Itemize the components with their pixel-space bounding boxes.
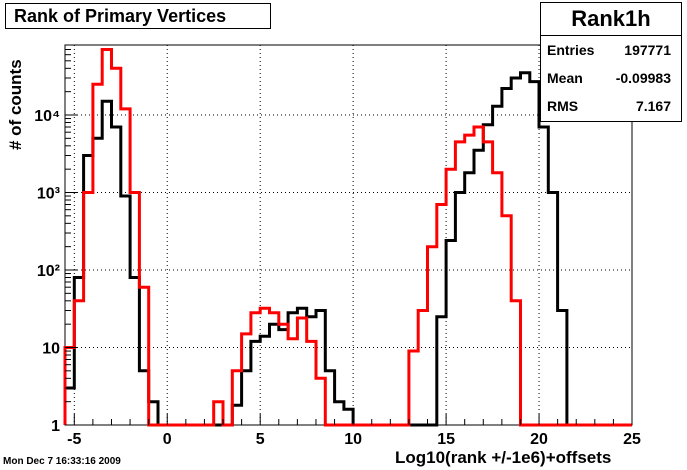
y-tick-labels: 1 10 10² 10³ 10⁴ [34, 108, 60, 435]
stats-box: Rank1h Entries 197771 Mean -0.09983 RMS … [540, 2, 682, 122]
axis-ticks [65, 48, 633, 426]
y-tick-label: 1 [51, 418, 60, 435]
x-tick-label: 20 [530, 431, 548, 448]
stats-label: Entries [547, 42, 595, 58]
timestamp: Mon Dec 7 16:33:16 2009 [3, 456, 121, 467]
x-tick-label: -5 [67, 431, 81, 448]
stats-value: -0.09983 [615, 70, 671, 86]
stats-value: 7.167 [635, 98, 671, 114]
x-tick-label: 25 [623, 431, 641, 448]
stats-label: RMS [547, 98, 579, 114]
stats-row-entries: Entries 197771 [541, 36, 681, 64]
y-tick-label: 10⁴ [34, 108, 60, 125]
x-tick-label: 0 [163, 431, 172, 448]
y-tick-label: 10 [42, 340, 60, 357]
y-tick-label: 10³ [37, 185, 60, 202]
x-axis-label: Log10(rank +/-1e6)+offsets [395, 448, 612, 467]
stats-value: 197771 [624, 42, 671, 58]
stats-row-rms: RMS 7.167 [541, 92, 681, 120]
x-tick-label: 5 [256, 431, 265, 448]
histogram-line [63, 48, 632, 427]
y-tick-label: 10² [37, 263, 60, 280]
histogram-series [63, 48, 632, 427]
y-axis-label: # of counts [6, 59, 25, 150]
x-tick-labels: -5 0 5 10 15 20 25 [67, 431, 641, 448]
x-tick-label: 10 [344, 431, 362, 448]
chart-title: Rank of Primary Vertices [5, 3, 271, 29]
stats-row-mean: Mean -0.09983 [541, 64, 681, 92]
stats-label: Mean [547, 70, 583, 86]
histogram-line [63, 71, 632, 427]
stats-title: Rank1h [541, 3, 681, 36]
x-tick-label: 15 [437, 431, 455, 448]
